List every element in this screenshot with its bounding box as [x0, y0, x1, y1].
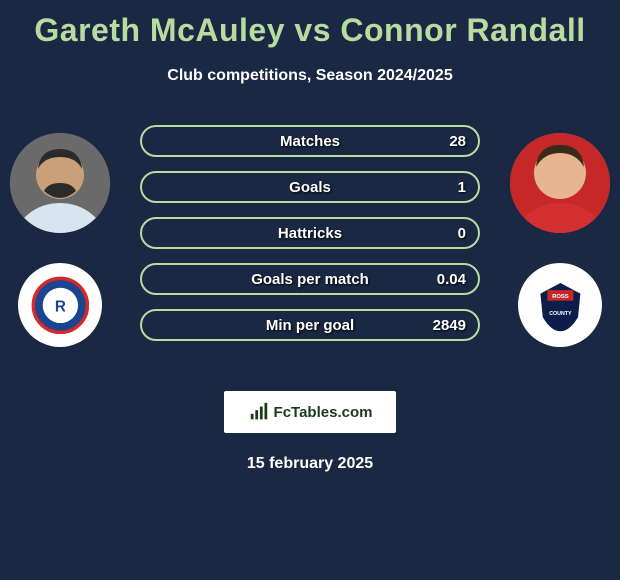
svg-text:ROSS: ROSS	[552, 293, 569, 299]
stat-row: Matches 28	[140, 125, 480, 157]
bar-chart-icon	[248, 401, 270, 423]
stat-value-right: 0.04	[437, 271, 466, 288]
comparison-card: Gareth McAuley vs Connor Randall Club co…	[0, 0, 620, 580]
stat-row: Goals 1	[140, 171, 480, 203]
subtitle: Club competitions, Season 2024/2025	[167, 67, 452, 85]
club-right-crest-icon: ROSS COUNTY	[531, 276, 590, 335]
player-right-portrait-icon	[510, 133, 610, 233]
svg-text:R: R	[54, 298, 65, 315]
page-title: Gareth McAuley vs Connor Randall	[34, 12, 585, 49]
stat-label: Goals per match	[251, 271, 369, 288]
player-left-avatar	[10, 133, 110, 233]
stat-label: Hattricks	[278, 225, 342, 242]
svg-text:COUNTY: COUNTY	[549, 310, 572, 316]
stat-label: Min per goal	[266, 317, 354, 334]
stats-list: Matches 28 Goals 1 Hattricks 0 Goals per…	[140, 125, 480, 341]
player-right-avatar	[510, 133, 610, 233]
stat-value-right: 1	[458, 179, 466, 196]
brand-text: FcTables.com	[274, 404, 373, 421]
stat-value-right: 28	[449, 133, 466, 150]
date-label: 15 february 2025	[247, 455, 373, 473]
stat-value-right: 0	[458, 225, 466, 242]
stat-value-right: 2849	[433, 317, 466, 334]
club-left-crest-icon: R	[31, 276, 90, 335]
club-right-badge: ROSS COUNTY	[518, 263, 602, 347]
stat-label: Goals	[289, 179, 331, 196]
stat-row: Hattricks 0	[140, 217, 480, 249]
club-left-badge: R	[18, 263, 102, 347]
stat-row: Min per goal 2849	[140, 309, 480, 341]
player-left-portrait-icon	[10, 133, 110, 233]
stat-label: Matches	[280, 133, 340, 150]
brand-logo: FcTables.com	[224, 391, 396, 433]
stat-row: Goals per match 0.04	[140, 263, 480, 295]
compare-area: R ROSS COUNTY Matches 28 Goals 1	[0, 125, 620, 365]
